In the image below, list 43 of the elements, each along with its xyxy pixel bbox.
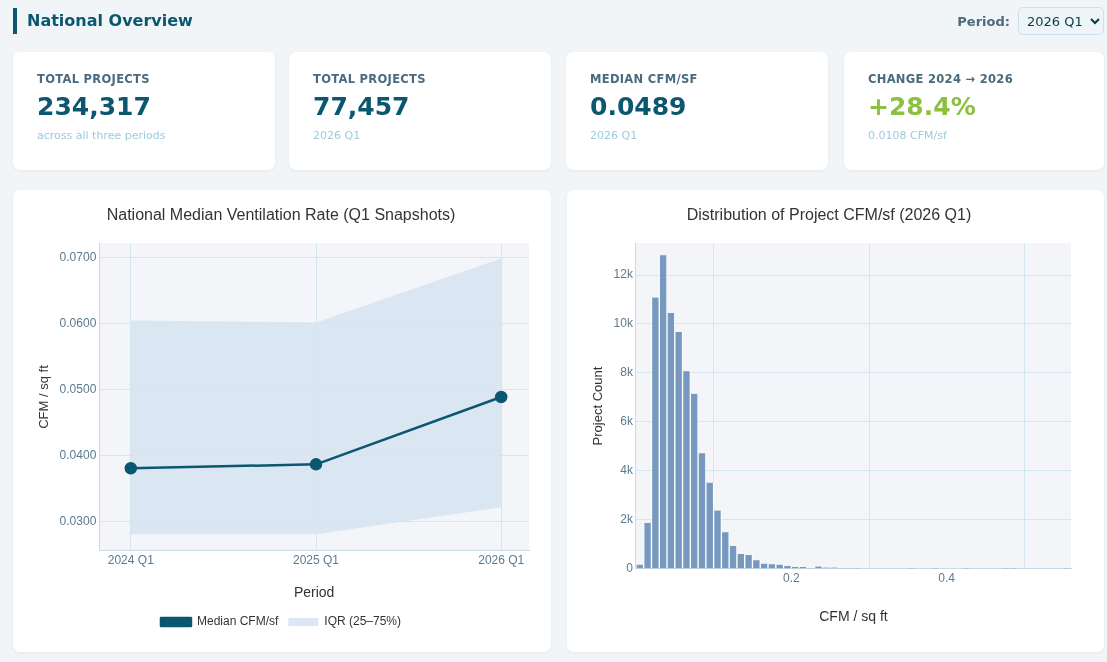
- y-tick-label: 0.0400: [59, 448, 97, 463]
- x-tick-label: 2024 Q1: [107, 553, 155, 568]
- text: across all three periods: [37, 129, 167, 142]
- text: +28.4%: [868, 92, 977, 121]
- y-axis-title: Project Count: [590, 366, 606, 446]
- chart-title: National Median Ventilation Rate (Q1 Snapshots): [106, 206, 456, 224]
- period-select: 2026 Q1: [1018, 7, 1104, 35]
- text: TOTAL PROJECTS: [37, 72, 151, 86]
- chart-title: Distribution of Project CFM/sf (2026 Q1): [686, 206, 972, 224]
- legend-label: Median CFM/sf: [196, 614, 279, 629]
- text: MEDIAN CFM/SF: [590, 72, 699, 86]
- y-tick-label: 6k: [620, 414, 634, 429]
- text: Period:: [957, 13, 1010, 29]
- y-tick-label: 0: [626, 561, 634, 576]
- text: TOTAL PROJECTS: [313, 72, 427, 86]
- y-tick-label: 4k: [620, 463, 634, 478]
- y-tick-label: 8k: [620, 365, 634, 380]
- point: [494, 390, 508, 404]
- text: 234,317: [37, 92, 152, 121]
- y-axis-title: CFM / sq ft: [36, 364, 52, 429]
- x-tick-label: 0.2: [782, 571, 800, 586]
- x-tick-label: 0.4: [938, 571, 956, 586]
- y-tick-label: 0.0500: [59, 382, 97, 397]
- point: [309, 458, 323, 471]
- text: 0.0489: [590, 92, 688, 121]
- text: 2026 Q1: [313, 129, 362, 142]
- y-tick-label: 0.0700: [59, 250, 97, 265]
- y-tick-label: 2k: [620, 512, 634, 527]
- text: 77,457: [313, 92, 411, 121]
- x-tick-label: 2026 Q1: [478, 553, 525, 568]
- y-tick-label: 10k: [613, 316, 634, 331]
- point: [124, 462, 138, 475]
- y-tick-label: 12k: [613, 267, 634, 282]
- text: 0.0108 CFM/sf: [868, 129, 948, 142]
- y-tick-label: 0.0300: [59, 514, 97, 529]
- x-tick-label: 2025 Q1: [292, 553, 340, 568]
- x-axis-title: CFM / sq ft: [819, 608, 888, 625]
- x-axis-title: Period: [293, 584, 335, 601]
- text: 2026 Q1: [590, 129, 639, 142]
- text: CHANGE 2024 → 2026: [868, 72, 1014, 86]
- y-tick-label: 0.0600: [59, 316, 97, 331]
- text: National Overview: [13, 8, 193, 34]
- legend-label: IQR (25–75%): [324, 614, 402, 629]
